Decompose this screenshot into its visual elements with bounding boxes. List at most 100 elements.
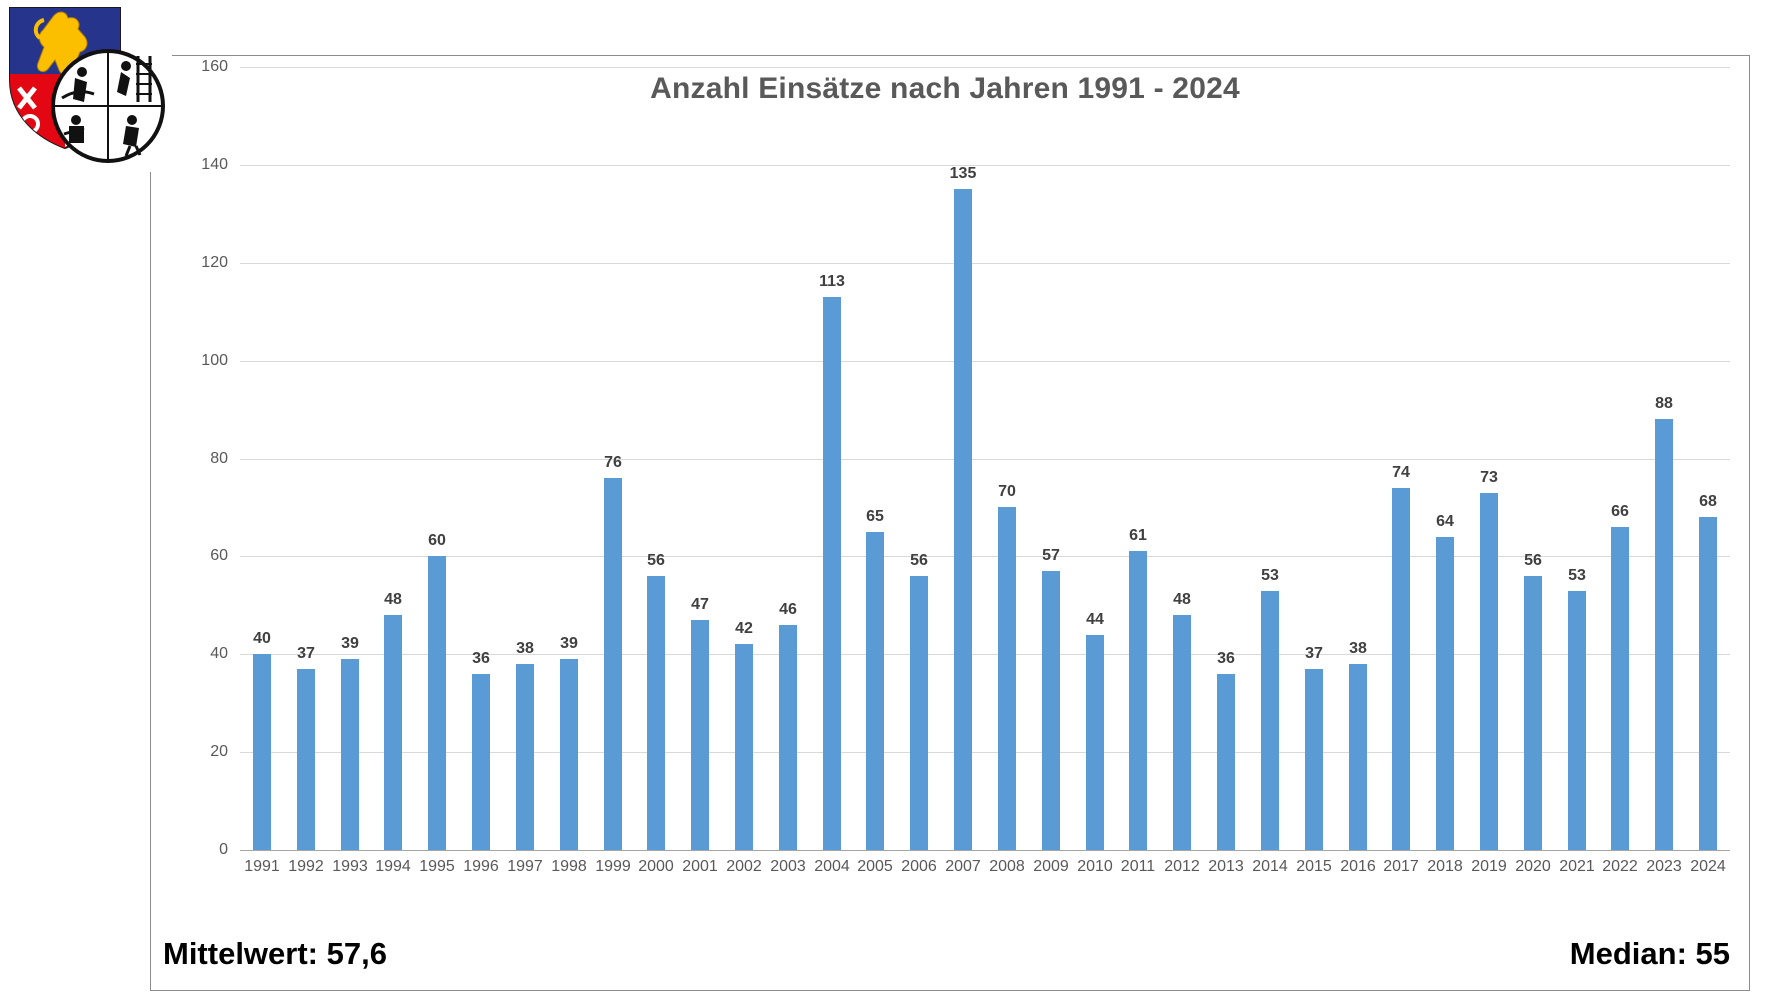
bar bbox=[1042, 571, 1060, 850]
bar bbox=[1349, 664, 1367, 850]
bar bbox=[560, 659, 578, 850]
x-tick-label: 2020 bbox=[1515, 858, 1551, 875]
x-tick-label: 2010 bbox=[1077, 858, 1113, 875]
x-tick-label: 2007 bbox=[945, 858, 981, 875]
bar-value-label: 60 bbox=[428, 532, 446, 549]
y-tick-label: 20 bbox=[210, 743, 228, 760]
bar-value-label: 56 bbox=[910, 552, 928, 569]
bar-value-label: 36 bbox=[472, 650, 490, 667]
x-tick-label: 2018 bbox=[1427, 858, 1463, 875]
bar bbox=[998, 507, 1016, 850]
bar bbox=[1173, 615, 1191, 850]
y-tick-label: 0 bbox=[219, 841, 228, 858]
y-tick-label: 140 bbox=[201, 156, 228, 173]
x-tick-label: 2019 bbox=[1471, 858, 1507, 875]
bar bbox=[1699, 517, 1717, 850]
x-tick-label: 2002 bbox=[726, 858, 762, 875]
gridline bbox=[240, 361, 1730, 362]
x-tick-label: 2009 bbox=[1033, 858, 1069, 875]
y-tick-label: 120 bbox=[201, 254, 228, 271]
bar-value-label: 56 bbox=[1524, 552, 1542, 569]
x-tick-label: 2011 bbox=[1120, 858, 1156, 875]
bar-value-label: 53 bbox=[1568, 567, 1586, 584]
bar-value-label: 57 bbox=[1042, 547, 1060, 564]
x-axis: 1991 1992 1993 1994 1995 1996 1997 1998 1999 2000… bbox=[240, 858, 1730, 882]
x-tick-label: 1998 bbox=[551, 858, 587, 875]
y-tick-label: 160 bbox=[201, 58, 228, 75]
bar bbox=[1655, 419, 1673, 850]
bar-value-label: 70 bbox=[998, 483, 1016, 500]
bar bbox=[691, 620, 709, 850]
bar-value-label: 38 bbox=[516, 640, 534, 657]
bar-value-label: 68 bbox=[1699, 493, 1717, 510]
x-tick-label: 2017 bbox=[1383, 858, 1419, 875]
bar-value-label: 39 bbox=[560, 635, 578, 652]
bar bbox=[428, 556, 446, 850]
median-label: Median: 55 bbox=[1569, 936, 1730, 971]
x-tick-label: 1991 bbox=[244, 858, 280, 875]
y-axis: 0 20 40 60 80 100 120 140 160 bbox=[158, 58, 228, 858]
bar bbox=[1086, 635, 1104, 850]
gridline bbox=[240, 752, 1730, 753]
x-tick-label: 2006 bbox=[901, 858, 937, 875]
x-tick-label: 2003 bbox=[770, 858, 806, 875]
bar bbox=[823, 297, 841, 850]
bar bbox=[954, 189, 972, 850]
x-tick-label: 2015 bbox=[1296, 858, 1332, 875]
bar bbox=[516, 664, 534, 850]
x-tick-label: 2014 bbox=[1252, 858, 1288, 875]
bar bbox=[1392, 488, 1410, 850]
bar-value-label: 113 bbox=[819, 273, 845, 290]
bar-value-label: 44 bbox=[1086, 611, 1104, 628]
bar-value-label: 88 bbox=[1655, 395, 1673, 412]
bar bbox=[384, 615, 402, 850]
gridline bbox=[240, 67, 1730, 68]
bar bbox=[1524, 576, 1542, 850]
y-tick-label: 60 bbox=[210, 547, 228, 564]
plot-area: 40 37 39 48 60 36 38 39 76 56 47 42 46 113 65 56 135 70 57… bbox=[240, 67, 1730, 851]
bar-value-label: 42 bbox=[735, 620, 753, 637]
gridline bbox=[240, 165, 1730, 166]
x-tick-label: 2024 bbox=[1690, 858, 1726, 875]
bar bbox=[1217, 674, 1235, 850]
bar-value-label: 64 bbox=[1436, 513, 1454, 530]
fire-brigade-emblem bbox=[51, 49, 165, 163]
bar-value-label: 56 bbox=[647, 552, 665, 569]
bar-value-label: 74 bbox=[1392, 464, 1410, 481]
x-tick-label: 2013 bbox=[1208, 858, 1244, 875]
x-tick-label: 2005 bbox=[857, 858, 893, 875]
gridline bbox=[240, 459, 1730, 460]
bar bbox=[472, 674, 490, 850]
bar-value-label: 48 bbox=[384, 591, 402, 608]
gridline bbox=[240, 654, 1730, 655]
bar bbox=[1568, 591, 1586, 850]
x-tick-label: 2001 bbox=[682, 858, 718, 875]
bar bbox=[1480, 493, 1498, 850]
y-tick-label: 80 bbox=[210, 450, 228, 467]
x-tick-label: 1999 bbox=[595, 858, 631, 875]
bar-value-label: 40 bbox=[253, 630, 271, 647]
bar-value-label: 65 bbox=[866, 508, 884, 525]
bar-value-label: 36 bbox=[1217, 650, 1235, 667]
bar-value-label: 48 bbox=[1173, 591, 1191, 608]
x-tick-label: 2012 bbox=[1164, 858, 1200, 875]
bar bbox=[1129, 551, 1147, 850]
bar-value-label: 135 bbox=[949, 165, 977, 182]
y-tick-label: 100 bbox=[201, 352, 228, 369]
bar bbox=[1261, 591, 1279, 850]
bar bbox=[735, 644, 753, 850]
bar bbox=[297, 669, 315, 850]
gridline bbox=[240, 263, 1730, 264]
x-tick-label: 1992 bbox=[288, 858, 324, 875]
bar-value-label: 39 bbox=[341, 635, 359, 652]
bar bbox=[341, 659, 359, 850]
bar bbox=[866, 532, 884, 850]
bar bbox=[253, 654, 271, 850]
bar-value-label: 37 bbox=[297, 645, 315, 662]
chart-title: Anzahl Einsätze nach Jahren 1991 - 2024 bbox=[650, 72, 1240, 105]
x-tick-label: 2004 bbox=[814, 858, 850, 875]
bar-value-label: 61 bbox=[1129, 527, 1147, 544]
bar bbox=[647, 576, 665, 850]
mean-label: Mittelwert: 57,6 bbox=[163, 936, 387, 971]
